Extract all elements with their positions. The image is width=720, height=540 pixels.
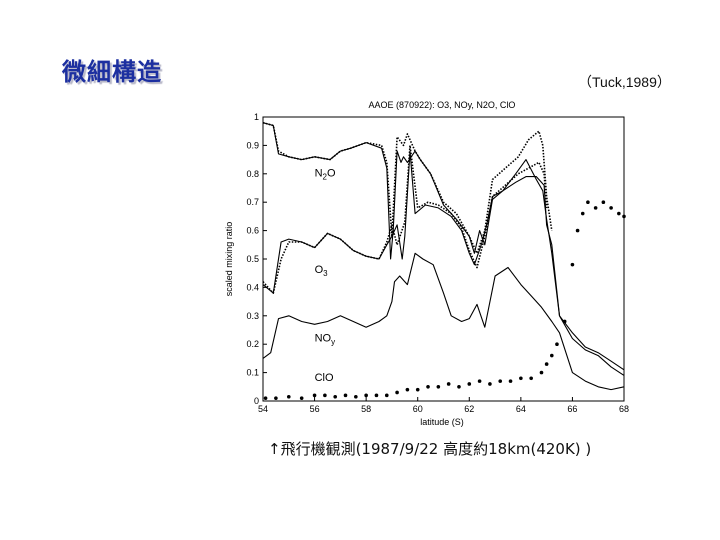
x-tick-label: 68	[619, 404, 629, 414]
y-tick-label: 0.3	[246, 311, 259, 321]
data-point	[550, 353, 554, 358]
data-point	[617, 211, 621, 216]
data-point	[343, 393, 348, 398]
y-tick-label: 0.1	[246, 368, 259, 378]
data-point	[593, 206, 598, 210]
data-point	[286, 394, 291, 399]
y-tick-label: 0.9	[246, 140, 259, 150]
data-point	[323, 393, 327, 398]
data-point	[622, 214, 626, 219]
data-point	[312, 393, 317, 398]
data-point	[555, 342, 559, 347]
data-point	[508, 379, 513, 383]
series-annotation: O3	[315, 264, 329, 278]
series-line	[262, 252, 625, 391]
data-point	[586, 200, 590, 204]
y-tick-label: 0.6	[246, 226, 259, 236]
data-point	[580, 211, 585, 216]
data-point	[299, 396, 304, 400]
axis-ticks: 54 56 58 60 62 64 66 68 0 0.1 0.2 0.3 0.4 0.5 0.6 0.7 0.…	[246, 112, 629, 414]
x-tick-label: 54	[258, 404, 268, 414]
chart-title: AAOE (870922): O3, NOy, N2O, ClO	[369, 100, 516, 110]
data-point	[498, 379, 503, 383]
y-tick-label: 0.2	[246, 339, 259, 349]
data-point	[488, 382, 492, 386]
data-point	[477, 379, 482, 383]
series-line	[262, 150, 625, 376]
x-tick-label: 58	[361, 404, 371, 414]
data-point	[529, 376, 533, 381]
plot-marks	[262, 121, 626, 400]
data-point	[374, 393, 379, 398]
data-point	[384, 393, 389, 398]
data-point	[446, 382, 451, 386]
x-tick-label: 60	[413, 404, 423, 414]
figure-caption: ↑飛行機観測(1987/9/22 高度約18km(420K) )	[268, 440, 592, 458]
y-tick-label: 0.8	[246, 169, 259, 179]
data-point	[263, 396, 268, 400]
data-point	[395, 390, 399, 395]
data-point	[519, 376, 523, 381]
data-point	[364, 393, 368, 398]
series-annotation: ClO	[315, 372, 334, 384]
data-point	[601, 200, 606, 204]
data-point	[467, 382, 472, 386]
plot-frame	[262, 116, 625, 402]
data-point	[354, 394, 358, 399]
data-point	[570, 262, 575, 267]
data-point	[436, 385, 441, 389]
y-tick-label: 0	[254, 396, 259, 406]
series-annotation: N2O	[315, 168, 336, 182]
data-point	[405, 387, 410, 392]
data-point	[609, 206, 613, 210]
slide-title: 微細構造	[62, 58, 162, 86]
data-point	[426, 385, 430, 389]
data-point	[457, 385, 461, 389]
data-point	[539, 370, 544, 375]
x-tick-label: 64	[516, 404, 526, 414]
x-tick-label: 66	[567, 404, 577, 414]
series-annotation: NOy	[315, 332, 336, 346]
y-tick-label: 0.5	[246, 254, 259, 264]
x-tick-label: 62	[464, 404, 474, 414]
y-tick-label: 0.7	[246, 197, 259, 207]
data-point	[333, 394, 338, 399]
data-point	[544, 362, 549, 366]
x-tick-label: 56	[310, 404, 320, 414]
data-point	[415, 387, 420, 392]
y-tick-label: 1	[254, 112, 259, 122]
citation: （Tuck,1989）	[578, 74, 671, 90]
series-line	[262, 121, 553, 255]
y-tick-label: 0.4	[246, 282, 259, 292]
series-line	[262, 144, 548, 294]
y-axis-label: scaled mixing ratio	[224, 222, 234, 297]
data-point	[575, 228, 580, 233]
series-labels: N2O O3 NOy ClO	[315, 168, 336, 384]
data-point	[274, 396, 278, 400]
data-point	[562, 319, 567, 324]
x-axis-label: latitude (S)	[420, 417, 464, 427]
